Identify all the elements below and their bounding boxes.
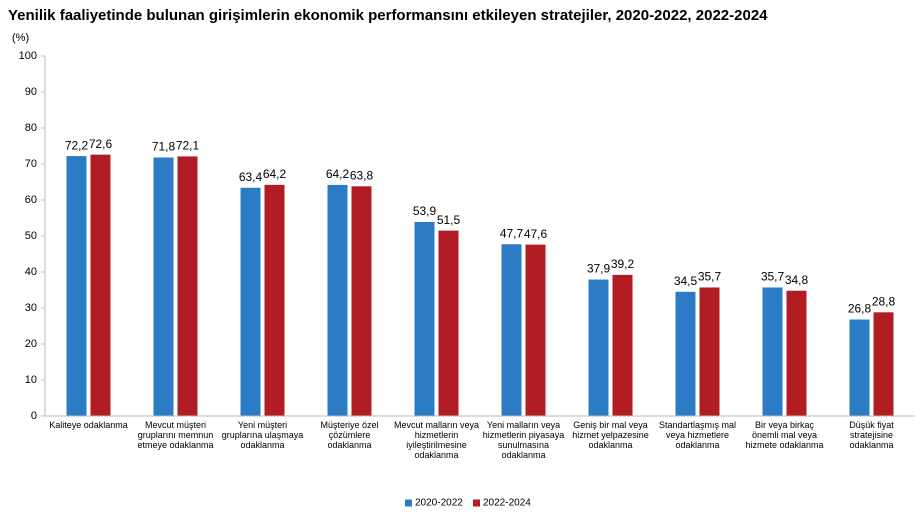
bar (153, 157, 174, 416)
value-label: 47,6 (524, 227, 548, 241)
bar (327, 184, 348, 416)
x-tick-label-line: stratejisine (850, 430, 893, 440)
y-tick-label: 90 (25, 86, 37, 98)
legend-label: 2022-2024 (483, 498, 531, 509)
y-tick-label: 60 (25, 194, 37, 206)
y-tick-label: 20 (25, 338, 37, 350)
x-tick-label-line: odaklanma (240, 440, 284, 450)
value-label: 35,7 (761, 270, 785, 284)
bar (849, 319, 870, 416)
y-tick-label: 100 (19, 50, 37, 62)
value-label: 51,5 (437, 213, 461, 227)
x-tick-label: Kaliteye odaklanma (49, 420, 128, 430)
x-tick-label-line: hizmetlerin (415, 430, 459, 440)
x-tick-label-line: odaklanma (327, 440, 371, 450)
y-tick-label: 70 (25, 158, 37, 170)
x-tick-label-line: gruplarına ulaşmaya (222, 430, 304, 440)
bar (873, 312, 894, 416)
x-tick-label: Düşük fiyat stratejisine odaklanma (849, 420, 894, 450)
x-tick-label-line: odaklanma (501, 450, 545, 460)
bar (414, 221, 435, 416)
x-tick-label: Standartlaşmış mal veya hizmetlere odaklan… (659, 420, 736, 450)
x-tick-label-line: veya hizmetlere (666, 430, 729, 440)
bar (525, 244, 546, 416)
value-label: 72,1 (176, 139, 200, 153)
x-tick-label-line: hizmete odaklanma (745, 440, 823, 450)
x-tick-label: Yeni müşteri gruplarına ulaşmaya odaklanma (222, 420, 304, 450)
y-tick-label: 40 (25, 266, 37, 278)
value-label: 63,8 (350, 168, 374, 182)
bar (612, 274, 633, 416)
x-tick-label-line: Düşük fiyat (849, 420, 894, 430)
y-tick-label: 30 (25, 302, 37, 314)
y-tick-label: 50 (25, 230, 37, 242)
x-tick-label: Müşteriye özel çözümlere odaklanma (320, 420, 378, 450)
bar (786, 290, 807, 416)
bar (264, 184, 285, 416)
value-label: 34,5 (674, 274, 698, 288)
x-tick-label-line: Standartlaşmış mal (659, 420, 736, 430)
y-tick-label: 80 (25, 122, 37, 134)
x-tick-label-line: önemli mal veya (752, 430, 817, 440)
x-tick-label-line: odaklanma (675, 440, 719, 450)
value-label: 39,2 (611, 257, 635, 271)
bar (351, 186, 372, 416)
x-tick-label-line: Mevcut malların veya (394, 420, 479, 430)
x-tick-label-line: sunulmasına (498, 440, 549, 450)
bar (90, 154, 111, 416)
x-tick-label: Yeni malların veya hizmetlerin piyasaya su… (483, 420, 565, 460)
bar (762, 287, 783, 416)
value-label: 34,8 (785, 273, 809, 287)
x-tick-label-line: Bir veya birkaç (755, 420, 815, 430)
legend-label: 2020-2022 (415, 498, 463, 509)
bar (501, 244, 522, 416)
x-tick-label-line: çözümlere (329, 430, 371, 440)
value-label: 64,2 (326, 167, 350, 181)
x-tick-label: Geniş bir mal veya hizmet yelpazesine odak… (572, 420, 649, 450)
value-label: 35,7 (698, 270, 722, 284)
value-label: 26,8 (848, 302, 872, 316)
value-label: 71,8 (152, 140, 176, 154)
x-tick-label-line: gruplarını memnun (138, 430, 214, 440)
bar (675, 291, 696, 416)
x-tick-label-line: Yeni müşteri (238, 420, 287, 430)
value-label: 28,8 (872, 294, 896, 308)
bar (588, 279, 609, 416)
x-tick-label: Mevcut malların veya hizmetlerin iyileştir… (394, 420, 479, 460)
x-tick-label-line: Müşteriye özel (320, 420, 378, 430)
bar (438, 230, 459, 416)
value-label: 37,9 (587, 262, 611, 276)
x-tick-label-line: Kaliteye odaklanma (49, 420, 128, 430)
x-tick-label-line: hizmetlerin piyasaya (483, 430, 565, 440)
bar (699, 287, 720, 416)
x-tick-label-line: iyileştirilmesine (406, 440, 467, 450)
bar (66, 156, 87, 416)
x-tick-label-line: odaklanma (849, 440, 893, 450)
x-tick-label-line: odaklanma (414, 450, 458, 460)
x-tick-label-line: odaklanma (588, 440, 632, 450)
value-label: 53,9 (413, 204, 437, 218)
value-label: 72,2 (65, 138, 89, 152)
x-tick-label-line: etmeye odaklanma (137, 440, 213, 450)
value-label: 72,6 (89, 137, 113, 151)
legend-swatch (405, 499, 412, 507)
value-label: 63,4 (239, 170, 263, 184)
y-tick-label: 10 (25, 374, 37, 386)
x-tick-label-line: Yeni malların veya (487, 420, 560, 430)
x-tick-label-line: Mevcut müşteri (145, 420, 206, 430)
value-label: 47,7 (500, 226, 524, 240)
chart-title: Yenilik faaliyetinde bulunan girişimleri… (8, 7, 768, 24)
y-tick-label: 0 (31, 410, 37, 422)
x-tick-label-line: hizmet yelpazesine (572, 430, 649, 440)
bar (177, 156, 198, 416)
x-tick-label: Mevcut müşteri gruplarını memnun etmeye od… (137, 420, 213, 450)
legend-swatch (473, 499, 480, 507)
x-tick-label-line: Geniş bir mal veya (573, 420, 648, 430)
x-tick-label: Bir veya birkaç önemli mal veya hizmete od… (745, 420, 823, 450)
value-label: 64,2 (263, 167, 287, 181)
bar (240, 187, 261, 416)
y-axis-label: (%) (12, 32, 29, 44)
